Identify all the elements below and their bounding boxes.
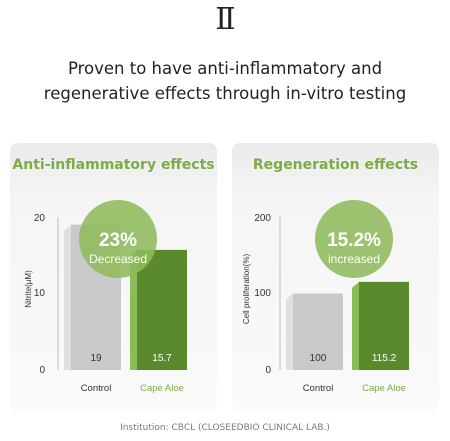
anti-inflammatory-chart: Nitrite(μM) 0 10 20 19 15.7 23% Decrease… [24,200,187,394]
bar-value-label: 115.2 [372,353,397,364]
anti-inflammatory-panel: Anti-inflammatory effects Nitrite(μM) 0 … [10,143,217,411]
control-bar-side [64,224,71,370]
result-badge-circle [79,200,157,278]
badge-value: 23% [99,230,137,251]
y-axis-label: Cell proliferation(%) [242,254,251,325]
y-axis-label: Nitrite(μM) [24,270,33,308]
y-tick-label: 100 [254,288,271,299]
chart-title: Regeneration effects [252,157,419,173]
heading-line-2: regenerative effects through in-vitro te… [43,84,407,103]
heading-line-1: Proven to have anti-inflammatory and [67,59,383,78]
control-bar-side [286,293,293,370]
x-category-label: Control [303,383,334,394]
institution-note: Institution: CBCL (CLOSEEDBIO CLINICAL L… [120,423,330,433]
y-tick-label: 20 [34,213,46,224]
y-tick-label: 10 [34,288,46,299]
page-heading: Proven to have anti-inflammatory and reg… [0,56,450,106]
cape-aloe-bar [359,281,409,370]
badge-label: increased [328,252,380,266]
control-bar [293,293,343,370]
cape-aloe-bar-side [352,281,359,370]
regeneration-chart: Cell proliferation(%) 0 100 200 100 115.… [242,200,409,394]
x-category-label: Cape Aloe [362,383,406,394]
y-tick-label: 0 [265,365,271,376]
bar-value-label: 100 [310,353,327,364]
bar-value-label: 19 [90,353,102,364]
chart-title: Anti-inflammatory effects [12,157,215,173]
badge-label: Decreased [89,252,147,266]
x-category-label: Control [81,383,112,394]
bar-value-label: 15.7 [152,353,172,364]
y-tick-label: 0 [39,365,45,376]
x-category-label: Cape Aloe [140,383,184,394]
section-numeral: Ⅱ [215,2,235,37]
badge-value: 15.2% [327,230,381,251]
y-tick-label: 200 [254,213,271,224]
result-badge-circle [315,200,393,278]
cape-aloe-bar [137,249,187,370]
regeneration-panel: Regeneration effects Cell proliferation(… [232,143,439,411]
cape-aloe-bar-side [130,249,137,370]
